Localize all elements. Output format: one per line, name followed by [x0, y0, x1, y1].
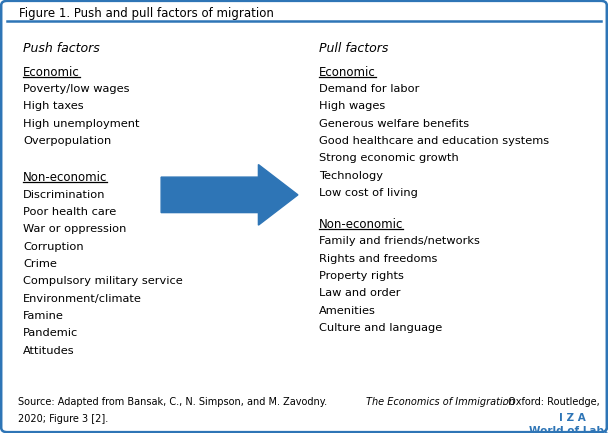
Text: 2020; Figure 3 [2].: 2020; Figure 3 [2].: [18, 414, 108, 424]
Text: Culture and language: Culture and language: [319, 323, 443, 333]
Text: Good healthcare and education systems: Good healthcare and education systems: [319, 136, 549, 146]
Text: Low cost of living: Low cost of living: [319, 188, 418, 198]
Text: Compulsory military service: Compulsory military service: [23, 276, 183, 286]
Text: Generous welfare benefits: Generous welfare benefits: [319, 119, 469, 129]
Text: Famine: Famine: [23, 311, 64, 321]
Text: Strong economic growth: Strong economic growth: [319, 153, 459, 163]
Text: Push factors: Push factors: [23, 42, 100, 55]
Text: Non-economic: Non-economic: [319, 218, 404, 231]
Text: The Economics of Immigration: The Economics of Immigration: [366, 397, 515, 407]
Text: Attitudes: Attitudes: [23, 346, 75, 355]
Text: Family and friends/networks: Family and friends/networks: [319, 236, 480, 246]
Text: Overpopulation: Overpopulation: [23, 136, 111, 146]
Text: Pandemic: Pandemic: [23, 328, 78, 338]
Text: Amenities: Amenities: [319, 306, 376, 316]
Text: War or oppression: War or oppression: [23, 224, 126, 234]
Text: I Z A
World of Labor: I Z A World of Labor: [529, 413, 608, 433]
Text: Property rights: Property rights: [319, 271, 404, 281]
Text: Figure 1. Push and pull factors of migration: Figure 1. Push and pull factors of migra…: [19, 7, 274, 20]
Text: Non-economic: Non-economic: [23, 171, 108, 184]
Text: High taxes: High taxes: [23, 101, 84, 111]
Text: Poor health care: Poor health care: [23, 207, 116, 217]
Text: Law and order: Law and order: [319, 288, 401, 298]
Text: High unemployment: High unemployment: [23, 119, 140, 129]
Text: Rights and freedoms: Rights and freedoms: [319, 254, 438, 264]
Text: . Oxford: Routledge,: . Oxford: Routledge,: [502, 397, 600, 407]
Text: Discrimination: Discrimination: [23, 190, 106, 200]
Text: Corruption: Corruption: [23, 242, 84, 252]
Text: Economic: Economic: [319, 66, 376, 79]
Text: Poverty/low wages: Poverty/low wages: [23, 84, 130, 94]
Text: Source: Adapted from Bansak, C., N. Simpson, and M. Zavodny.: Source: Adapted from Bansak, C., N. Simp…: [18, 397, 331, 407]
Text: Technology: Technology: [319, 171, 383, 181]
Text: Crime: Crime: [23, 259, 57, 269]
Text: Demand for labor: Demand for labor: [319, 84, 420, 94]
Text: Pull factors: Pull factors: [319, 42, 389, 55]
Text: Economic: Economic: [23, 66, 80, 79]
Text: High wages: High wages: [319, 101, 385, 111]
Text: Environment/climate: Environment/climate: [23, 294, 142, 304]
FancyArrow shape: [161, 165, 298, 225]
